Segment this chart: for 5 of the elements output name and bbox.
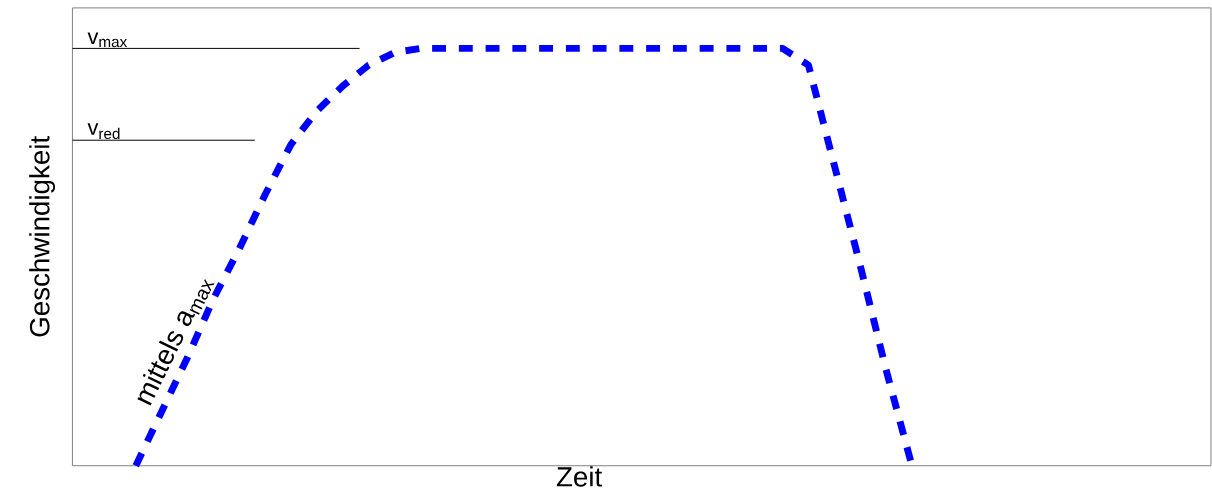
x-axis-title: Zeit xyxy=(556,466,603,487)
ref-line-label: v$_{max}$ xyxy=(87,32,128,47)
y-axis-title: Geschwindigkeit xyxy=(29,135,56,337)
ref-line-label: v$_{red}$ xyxy=(87,123,120,139)
annotation: mittels a$_{max}$ xyxy=(137,278,215,406)
